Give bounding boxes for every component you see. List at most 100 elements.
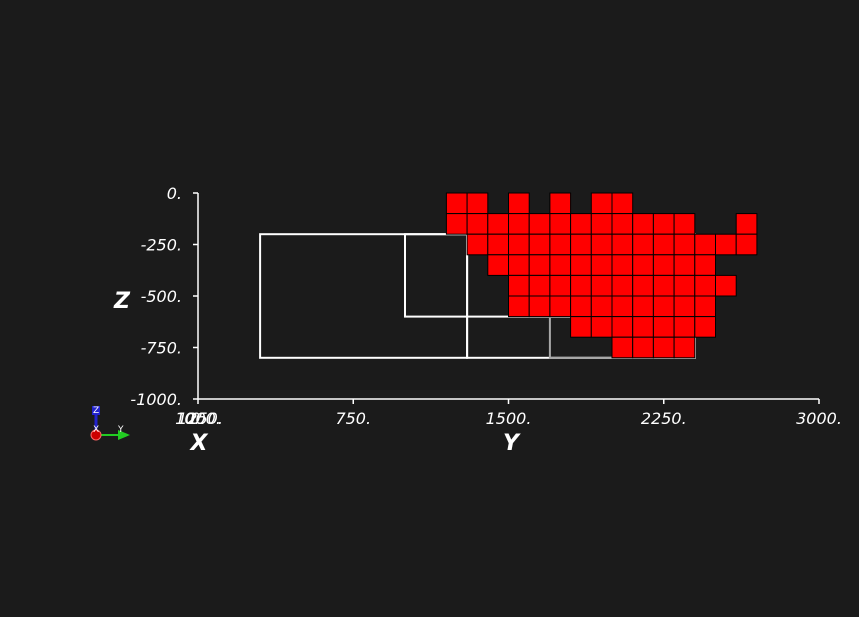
voxel-cell (694, 295, 716, 318)
y-tick-label: 1500. (486, 409, 532, 428)
x-axis-title: X (189, 431, 209, 456)
voxel-cell (694, 274, 716, 297)
voxel-cell (673, 254, 696, 276)
voxel-cell (508, 274, 530, 297)
voxel-cell (549, 295, 572, 318)
voxel-cell (632, 295, 654, 318)
voxel-cell (611, 254, 634, 276)
voxel-cell (611, 192, 634, 215)
voxel-cell (611, 295, 634, 318)
voxel-cell (549, 233, 572, 256)
voxel-cell (673, 233, 696, 256)
voxel-cell (590, 274, 613, 297)
voxel-cell (632, 316, 654, 338)
voxel-cell (652, 336, 675, 359)
x-tick-label: 0. (184, 409, 199, 428)
voxel-cell (570, 295, 592, 318)
voxel-cell (445, 213, 468, 235)
voxel-cell (673, 295, 696, 318)
voxel-cell (611, 336, 634, 359)
voxel-cell (508, 254, 530, 276)
voxel-cell (528, 213, 551, 235)
voxel-cell (570, 274, 592, 297)
voxel-cell (590, 192, 613, 215)
triad-x-axis (90, 429, 102, 441)
voxel-cell (694, 254, 716, 276)
voxel-cell (466, 213, 489, 235)
orientation-triad: Z X Y (90, 406, 130, 441)
voxel-cell (632, 336, 654, 359)
voxel-cell (652, 254, 675, 276)
voxel-cell (590, 233, 613, 256)
voxel-cell (528, 233, 551, 256)
triad-z-label: Z (93, 406, 99, 416)
voxel-cell (590, 213, 613, 235)
z-tick-label: 0. (167, 184, 182, 203)
voxel-cell (570, 254, 592, 276)
voxel-cell (632, 233, 654, 256)
voxel-cell (611, 233, 634, 256)
triad-z-arrowhead (92, 406, 100, 415)
y-axis-title: Y (503, 431, 521, 456)
x-tick-label: 1000. (175, 409, 221, 428)
z-tick-label: -250. (141, 236, 182, 255)
voxel-cell (466, 192, 489, 215)
voxel-cell (466, 233, 489, 256)
voxel-cell (694, 316, 716, 338)
voxel-cell (508, 213, 530, 235)
voxel-cell (528, 295, 551, 318)
voxel-cell (715, 274, 737, 297)
voxel-cell (611, 274, 634, 297)
voxel-cell (570, 233, 592, 256)
y-axis-ticks: 750. 1500. 2250. 3000. 0. (190, 399, 842, 428)
voxel-cell (590, 295, 613, 318)
voxel-cell (487, 233, 509, 256)
voxel-cell (528, 254, 551, 276)
voxel-cell (652, 274, 675, 297)
axes: 0. -250. -500. -750. -1000. 750. 1500. 2250. 30… (113, 184, 842, 456)
voxel-cell (673, 316, 696, 338)
voxel-cell (549, 192, 572, 215)
voxel-cell (508, 233, 530, 256)
voxel-cell (487, 213, 509, 235)
voxel-cell (652, 213, 675, 235)
voxel-cell (528, 274, 551, 297)
triad-y-label: Y (117, 425, 124, 435)
voxel-cells (445, 192, 758, 359)
z-axis-ticks: 0. -250. -500. -750. -1000. (130, 184, 198, 409)
voxel-cell (652, 233, 675, 256)
y-tick-label: 3000. (796, 409, 842, 428)
voxel-cell (590, 316, 613, 338)
voxel-cell (632, 254, 654, 276)
voxel-cell (549, 213, 572, 235)
voxel-cell (632, 213, 654, 235)
z-tick-label: -500. (141, 287, 182, 306)
voxel-cell (549, 274, 572, 297)
voxel-cell (445, 192, 468, 215)
voxel-cell (735, 233, 758, 256)
voxel-cell (652, 316, 675, 338)
y-tick-label: 0. (190, 409, 205, 428)
voxel-cell (652, 295, 675, 318)
z-tick-label: -1000. (130, 390, 182, 409)
triad-y-arrowhead (118, 430, 130, 440)
y-tick-label: 2250. (641, 409, 687, 428)
y-tick-label: 750. (335, 409, 371, 428)
voxel-cell (632, 274, 654, 297)
voxel-cell (549, 254, 572, 276)
z-tick-label: -750. (141, 339, 182, 358)
voxel-cell (570, 316, 592, 338)
voxel-cell (735, 213, 758, 235)
x-tick-label: 1250. (177, 409, 223, 428)
voxel-cell (694, 233, 716, 256)
voxel-cell (611, 213, 634, 235)
voxel-cell (673, 336, 696, 359)
voxel-cell (487, 254, 509, 276)
voxel-cell (508, 295, 530, 318)
x-axis-ticks: 0.1000.1250. (175, 409, 223, 428)
voxel-cell (508, 192, 530, 215)
voxel-cell (611, 316, 634, 338)
z-axis-title: Z (113, 289, 131, 314)
